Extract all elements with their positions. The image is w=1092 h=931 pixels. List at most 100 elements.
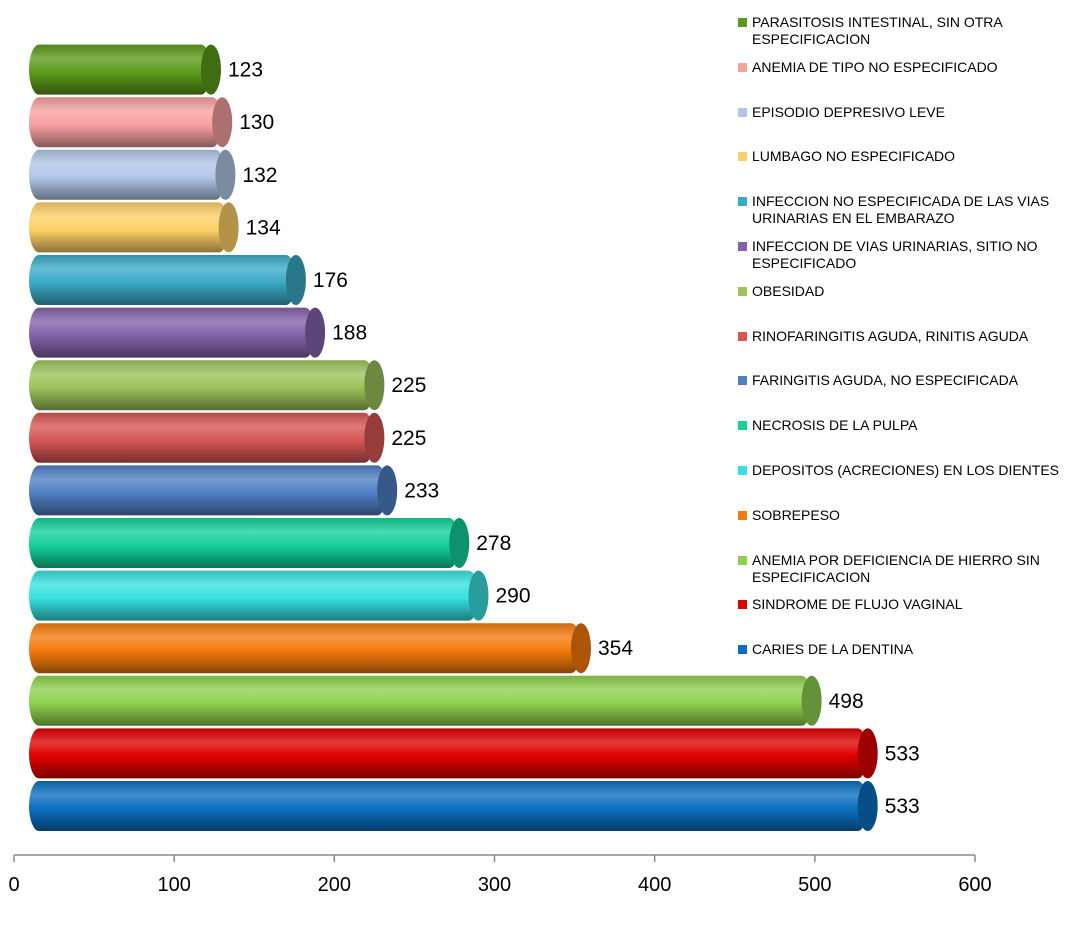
bar-end-cap xyxy=(377,465,398,516)
x-tick-label: 100 xyxy=(157,874,190,896)
value-label: 498 xyxy=(829,690,864,713)
bar-body xyxy=(29,44,212,95)
legend-label: CARIES DE LA DENTINA xyxy=(752,641,914,658)
bar-body xyxy=(29,412,375,463)
legend-swatch xyxy=(738,600,747,610)
legend-label: SINDROME DE FLUJO VAGINAL xyxy=(752,596,963,613)
value-label: 123 xyxy=(228,59,263,82)
bar xyxy=(29,623,591,674)
legend-label: NECROSIS DE LA PULPA xyxy=(752,417,918,434)
x-tick-label: 400 xyxy=(638,874,671,896)
legend-swatch xyxy=(738,286,747,296)
legend-swatch xyxy=(738,555,747,565)
value-label: 278 xyxy=(476,532,511,555)
bar-end-cap xyxy=(801,675,822,726)
bar-end-cap xyxy=(305,307,326,358)
legend-label: ANEMIA POR DEFICIENCIA DE HIERRO SIN ESP… xyxy=(752,551,1040,585)
bar-end-cap xyxy=(570,623,591,674)
x-axis: 0 100 200 300 400 500 600 xyxy=(8,854,992,896)
bar-body xyxy=(29,360,375,411)
bar xyxy=(29,728,878,779)
bar xyxy=(29,97,233,148)
bar xyxy=(29,44,222,95)
legend-label: RINOFARINGITIS AGUDA, RINITIS AGUDA xyxy=(752,327,1029,344)
bar-body xyxy=(29,255,296,305)
bar-body xyxy=(29,781,868,831)
legend-item: INFECCION NO ESPECIFICADA DE LAS VIAS UR… xyxy=(738,193,1088,227)
bar-body xyxy=(29,202,229,253)
legend-label: EPISODIO DEPRESIVO LEVE xyxy=(752,103,945,120)
bar xyxy=(29,307,326,358)
value-label: 176 xyxy=(313,269,348,292)
legend-label: ANEMIA DE TIPO NO ESPECIFICADO xyxy=(752,58,998,75)
bar xyxy=(29,149,236,200)
bar xyxy=(29,465,398,516)
value-label: 132 xyxy=(242,164,277,187)
bar xyxy=(29,360,385,411)
legend-item: CARIES DE LA DENTINA xyxy=(738,641,1088,658)
legend-item: SINDROME DE FLUJO VAGINAL xyxy=(738,596,1088,613)
bar xyxy=(29,675,822,726)
x-tick-label: 500 xyxy=(798,874,831,896)
bar-body xyxy=(29,97,223,148)
value-label: 225 xyxy=(391,374,426,397)
legend-item: OBESIDAD xyxy=(738,283,1088,300)
legend-label: PARASITOSIS INTESTINAL, SIN OTRA ESPECIF… xyxy=(752,14,1002,47)
legend-label: FARINGITIS AGUDA, NO ESPECIFICADA xyxy=(752,372,1019,389)
value-label: 533 xyxy=(885,795,920,818)
bar-end-cap xyxy=(468,570,489,621)
x-tick-label: 600 xyxy=(958,874,991,896)
legend-swatch xyxy=(738,107,747,117)
bar-body xyxy=(29,465,388,516)
legend-label: DEPOSITOS (ACRECIONES) EN LOS DIENTES xyxy=(752,462,1060,478)
bars-group xyxy=(29,44,878,831)
legend-swatch xyxy=(738,510,747,520)
bar-end-cap xyxy=(364,360,385,411)
legend-swatch xyxy=(738,242,747,251)
legend-item: ANEMIA POR DEFICIENCIA DE HIERRO SIN ESP… xyxy=(738,552,1088,586)
value-label: 290 xyxy=(495,585,530,608)
legend-swatch xyxy=(738,197,747,207)
legend-item: DEPOSITOS (ACRECIONES) EN LOS DIENTES xyxy=(738,462,1088,479)
bar-body xyxy=(29,149,226,200)
bar-end-cap xyxy=(285,255,306,305)
value-labels-group: 533 533 498 354 290 278 233 225 225 188 176 134 132 1… xyxy=(228,59,920,818)
bar-body xyxy=(29,675,812,726)
bar xyxy=(29,412,385,463)
legend-item: RINOFARINGITIS AGUDA, RINITIS AGUDA xyxy=(738,328,1088,345)
value-label: 130 xyxy=(239,111,274,134)
value-label: 188 xyxy=(332,322,367,345)
legend-item: NECROSIS DE LA PULPA xyxy=(738,417,1088,434)
bar-body xyxy=(29,307,316,358)
bar-end-cap xyxy=(215,149,236,200)
x-tick-label: 200 xyxy=(318,874,351,896)
value-label: 233 xyxy=(404,479,439,502)
legend-swatch xyxy=(738,18,747,27)
legend-swatch xyxy=(738,466,747,475)
bar-end-cap xyxy=(212,97,233,148)
legend-swatch xyxy=(738,62,747,72)
legend-label: INFECCION DE VIAS URINARIAS, SITIO NO ES… xyxy=(752,238,1038,271)
x-tick-label: 0 xyxy=(8,874,19,896)
legend-swatch xyxy=(738,331,747,341)
legend-label: OBESIDAD xyxy=(752,282,825,299)
value-label: 354 xyxy=(598,637,633,660)
legend-swatch xyxy=(738,645,747,655)
bar xyxy=(29,570,489,621)
value-label: 134 xyxy=(246,216,281,239)
legend-item: INFECCION DE VIAS URINARIAS, SITIO NO ES… xyxy=(738,238,1088,272)
legend-item: ANEMIA DE TIPO NO ESPECIFICADO xyxy=(738,59,1088,76)
legend-item: SOBREPESO xyxy=(738,507,1088,524)
legend-swatch xyxy=(738,376,747,386)
legend: PARASITOSIS INTESTINAL, SIN OTRA ESPECIF… xyxy=(738,14,1088,657)
bar-body xyxy=(29,570,479,621)
bar-end-cap xyxy=(857,728,878,779)
bar-end-cap xyxy=(201,44,222,95)
legend-swatch xyxy=(738,421,747,431)
bar xyxy=(29,255,306,305)
x-tick-label: 300 xyxy=(478,874,511,896)
bar-end-cap xyxy=(364,412,385,463)
bar-end-cap xyxy=(218,202,239,253)
value-label: 225 xyxy=(391,427,426,450)
